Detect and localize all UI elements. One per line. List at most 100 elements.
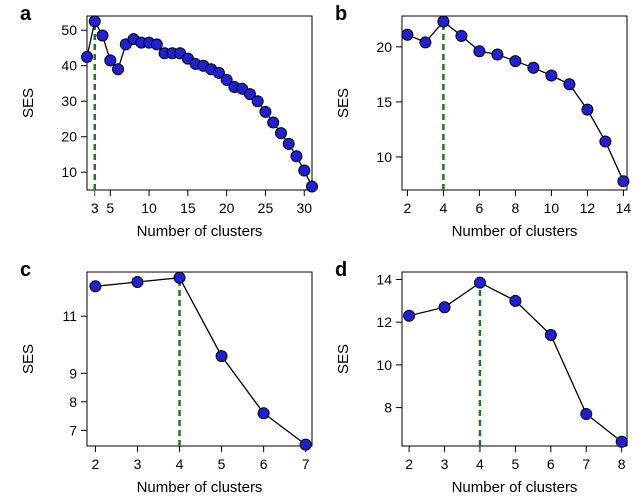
data-point	[403, 309, 416, 322]
panel-c: c 7 8 9 11 2 3 4 5 6 7 Number of clusters SES	[20, 259, 313, 496]
y-tick-label: 7	[69, 422, 77, 438]
panel-letter: b	[335, 3, 347, 25]
y-tick-label: 10	[376, 149, 392, 165]
plot-frame	[401, 271, 628, 447]
data-point	[580, 407, 593, 420]
panel-letter: c	[20, 259, 31, 281]
x-axis-title: Number of clusters	[137, 479, 263, 496]
data-point	[491, 48, 504, 61]
x-tick-label: 2	[92, 456, 100, 472]
x-tick-label: 30	[296, 200, 312, 216]
x-tick-label: 6	[547, 456, 555, 472]
data-point	[282, 137, 295, 150]
x-tick-label-highlight: 4	[440, 200, 448, 216]
x-axis-title: Number of clusters	[137, 223, 263, 240]
panel-d: d 8 10 12 14 2 3 4 5 6 7 8 Number of clusters SES	[335, 259, 628, 496]
x-tick-label: 2	[405, 456, 413, 472]
x-tick-label: 3	[134, 456, 142, 472]
data-point	[299, 438, 312, 451]
x-tick-label: 8	[512, 200, 520, 216]
x-tick-label: 7	[582, 456, 590, 472]
data-point	[545, 69, 558, 82]
y-tick-label: 12	[376, 314, 392, 330]
panel-b: b 10 15 20 2 4 6 8 10 12 14 Number of clusters SES	[335, 3, 631, 240]
data-point	[473, 45, 486, 58]
data-point	[290, 150, 303, 163]
data-point	[581, 103, 594, 116]
data-point	[88, 15, 101, 28]
data-point	[544, 328, 557, 341]
x-tick-label: 6	[476, 200, 484, 216]
plot-frame	[86, 15, 313, 191]
x-tick-label: 12	[580, 200, 596, 216]
x-tick-label: 10	[544, 200, 560, 216]
x-tick-label: 5	[218, 456, 226, 472]
y-tick-label: 11	[62, 308, 77, 324]
data-point	[212, 66, 225, 79]
x-tick-label-highlight: 4	[176, 456, 184, 472]
data-point	[419, 36, 432, 49]
data-point	[81, 50, 93, 63]
x-tick-label: 6	[260, 456, 268, 472]
data-point	[150, 38, 163, 51]
data-point	[438, 301, 451, 314]
data-point	[243, 88, 256, 101]
series-line	[95, 277, 307, 446]
data-point	[617, 175, 630, 188]
x-tick-label: 8	[618, 456, 626, 472]
x-tick-label: 3	[441, 456, 449, 472]
x-tick-label: 5	[511, 456, 519, 472]
x-tick-label: 2	[404, 200, 412, 216]
x-tick-label: 5	[106, 200, 114, 216]
data-point	[306, 180, 318, 193]
x-tick-label-highlight: 4	[476, 456, 484, 472]
panel-letter: d	[335, 259, 347, 281]
data-point	[527, 61, 540, 74]
x-tick-label-highlight: 3	[91, 200, 99, 216]
data-point	[259, 105, 272, 118]
y-tick-label: 20	[376, 39, 392, 55]
y-tick-label: 8	[69, 394, 77, 410]
data-point	[112, 63, 125, 76]
data-point	[89, 280, 102, 293]
data-point	[563, 78, 576, 91]
y-axis-title: SES	[335, 344, 352, 374]
data-point	[104, 54, 117, 67]
y-tick-label: 15	[376, 94, 392, 110]
data-point	[473, 276, 486, 289]
data-point	[257, 407, 270, 420]
y-axis-title: SES	[20, 88, 37, 118]
data-point	[220, 73, 233, 86]
y-tick-label: 50	[61, 22, 77, 38]
x-tick-label: 14	[616, 200, 632, 216]
data-point	[274, 127, 287, 140]
data-point	[509, 55, 522, 68]
data-point	[599, 135, 612, 148]
data-point	[96, 29, 109, 42]
y-tick-label: 8	[384, 400, 392, 416]
y-axis-title: SES	[20, 344, 37, 374]
y-tick-label: 10	[376, 357, 392, 373]
y-tick-label: 40	[61, 58, 77, 74]
series-line	[407, 20, 624, 182]
data-point	[173, 271, 186, 284]
panel-a: a 10 20 30 40 50 5 10 15 20 25 30 3 Number of cluster…	[20, 3, 318, 240]
data-point	[298, 164, 311, 177]
data-point	[455, 29, 468, 42]
data-point	[267, 116, 280, 129]
x-tick-label: 20	[219, 200, 235, 216]
plot-frame	[86, 271, 313, 447]
x-axis-title: Number of clusters	[452, 479, 578, 496]
panel-letter: a	[20, 3, 32, 25]
y-tick-label: 30	[61, 93, 77, 109]
x-tick-label: 10	[141, 200, 157, 216]
data-point	[215, 350, 228, 363]
x-tick-label: 25	[258, 200, 274, 216]
x-tick-label: 7	[302, 456, 310, 472]
data-point	[615, 435, 628, 448]
y-tick-label: 10	[61, 164, 77, 180]
x-axis-title: Number of clusters	[452, 223, 578, 240]
data-point	[131, 275, 144, 288]
data-point	[401, 28, 414, 41]
